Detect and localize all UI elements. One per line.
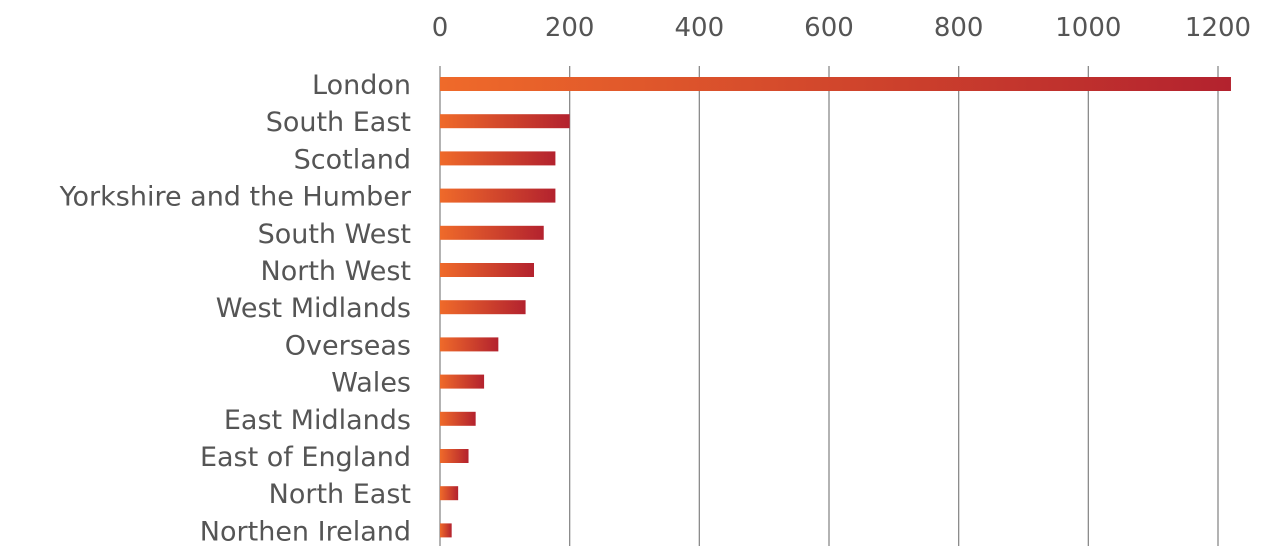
bar-northen-ireland — [440, 523, 452, 538]
x-tick-label: 200 — [545, 13, 595, 43]
bars — [440, 77, 1231, 538]
x-tick-label: 400 — [675, 13, 725, 43]
bar-scotland — [440, 151, 556, 166]
x-tick-label: 600 — [804, 13, 854, 43]
category-label: Yorkshire and the Humber — [59, 182, 412, 213]
x-tick-label: 1000 — [1055, 13, 1121, 43]
category-label: East Midlands — [224, 405, 411, 436]
category-label: West Midlands — [216, 293, 411, 324]
bar-east-midlands — [440, 411, 476, 426]
bar-yorkshire-and-the-humber — [440, 188, 556, 203]
category-labels: London South East Scotland Yorkshire and th… — [59, 70, 412, 546]
category-label: East of England — [200, 442, 411, 473]
bar-south-west — [440, 225, 544, 240]
bar-north-east — [440, 486, 459, 501]
x-tick-label: 800 — [934, 13, 984, 43]
category-label: South East — [266, 107, 411, 138]
category-label: Scotland — [294, 144, 411, 175]
bar-north-west — [440, 263, 535, 277]
category-label: South West — [258, 219, 411, 250]
bar-overseas — [440, 337, 499, 352]
bar-south-east — [440, 114, 570, 129]
category-label: North East — [269, 479, 411, 510]
x-axis-ticks: 0 200 400 600 800 1000 1200 — [432, 13, 1251, 43]
category-label: Northen Ireland — [200, 516, 411, 546]
bar-london — [440, 77, 1231, 91]
category-label: Wales — [331, 368, 411, 399]
category-label: London — [312, 70, 411, 101]
x-tick-label: 1200 — [1185, 13, 1251, 43]
x-tick-label: 0 — [432, 13, 449, 43]
gridlines — [439, 66, 1219, 546]
bar-west-midlands — [440, 300, 526, 315]
bar-wales — [440, 374, 485, 389]
category-label: North West — [261, 256, 411, 287]
bar-east-of-england — [440, 449, 469, 463]
category-label: Overseas — [285, 330, 411, 361]
